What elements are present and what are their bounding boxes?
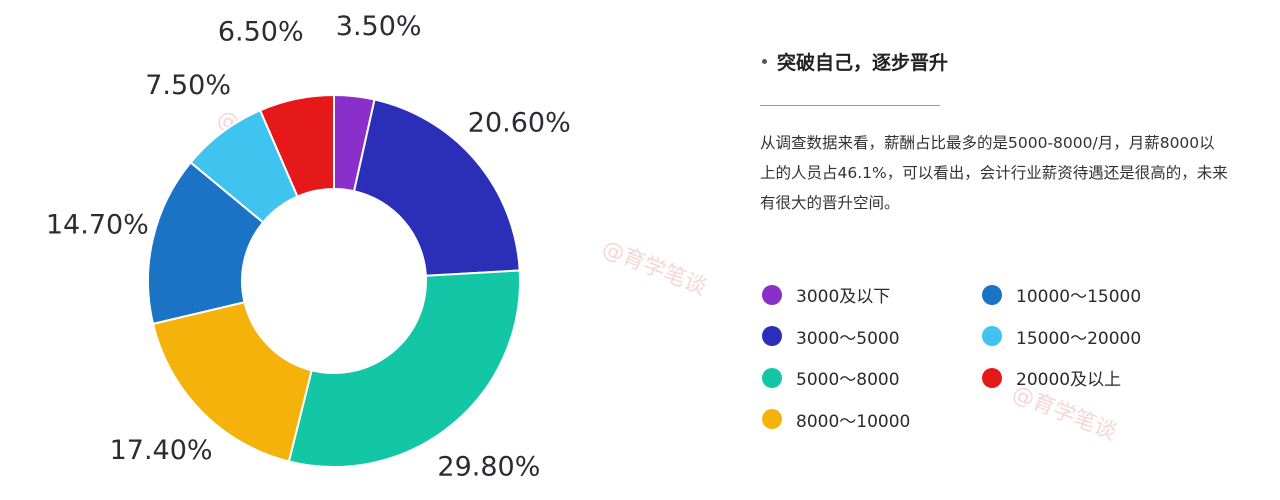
legend-label: 15000～20000 (1016, 328, 1142, 349)
donut-slice (258, 93, 335, 198)
bullet-icon (762, 59, 767, 64)
slice-value-label: 7.50% (145, 70, 231, 101)
legend-swatch (982, 326, 1002, 347)
legend-swatch (762, 367, 782, 388)
donut-slice (352, 98, 521, 277)
legend-label: 3000～5000 (796, 328, 900, 349)
legend-swatch (982, 367, 1002, 388)
legend-item: 10000～15000 (982, 274, 1202, 316)
donut-slice (151, 300, 313, 463)
slice-value-label: 29.80% (437, 452, 540, 483)
legend-item: 20000及以上 (982, 357, 1202, 399)
legend-label: 5000～8000 (796, 370, 900, 391)
legend-label: 8000～10000 (796, 411, 911, 432)
legend-item: 8000～10000 (762, 399, 982, 441)
legend-swatch (762, 409, 782, 430)
legend-label: 10000～15000 (1016, 287, 1142, 308)
slice-value-label: 20.60% (468, 107, 571, 138)
panel-description: 从调查数据来看，薪酬占比最多的是5000-8000/月，月薪8000以上的人员占… (760, 134, 1228, 212)
legend-item: 3000及以下 (762, 274, 982, 316)
legend: 3000及以下 3000～5000 5000～8000 8000～10000 1… (762, 274, 1202, 440)
donut-slice (147, 161, 265, 326)
slice-value-label: 17.40% (110, 435, 213, 466)
donut-slice (287, 269, 521, 468)
legend-item: 3000～5000 (762, 316, 982, 358)
legend-label: 3000及以下 (796, 287, 891, 308)
divider (760, 105, 940, 106)
legend-swatch (762, 326, 782, 347)
slice-value-label: 6.50% (218, 17, 304, 48)
donut-chart: 3.50% 20.60% 29.80% 17.40% 14.70% 7.50% 6.50% (46, 11, 571, 483)
slice-value-label: 14.70% (46, 209, 149, 240)
slice-value-label: 3.50% (336, 11, 422, 42)
legend-swatch (762, 284, 782, 305)
panel-heading: 突破自己，逐步晋升 (777, 52, 949, 74)
legend-swatch (982, 284, 1002, 305)
legend-item: 15000～20000 (982, 316, 1202, 358)
heading-row: 突破自己，逐步晋升 (760, 48, 1260, 75)
legend-label: 20000及以上 (1016, 370, 1122, 391)
legend-item: 5000～8000 (762, 357, 982, 399)
info-panel: 突破自己，逐步晋升 从调查数据来看，薪酬占比最多的是5000-8000/月，月薪… (760, 48, 1260, 218)
